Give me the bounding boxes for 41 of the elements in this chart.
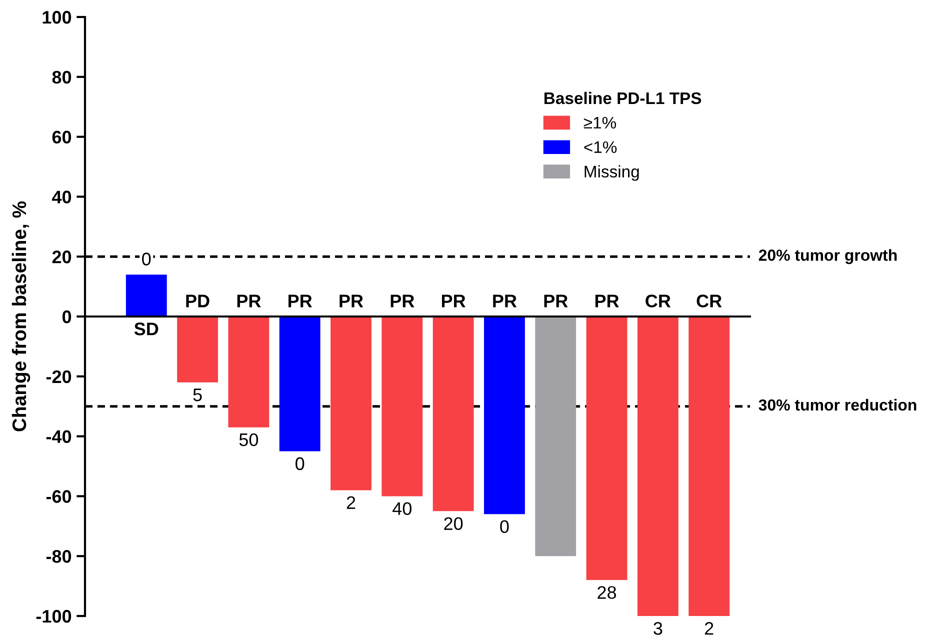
annotation: 3 (654, 622, 662, 635)
ref-line-label: 20% tumor growth (758, 249, 897, 264)
y-tick-label: -100 (36, 610, 72, 623)
annotation: 40 (392, 502, 412, 516)
legend-title: Baseline PD-L1 TPS (544, 92, 702, 104)
x-tick-label: PD (186, 294, 210, 308)
ref-line-label: 30% tumor reduction (758, 398, 916, 411)
y-tick-label: 20 (52, 250, 72, 264)
x-tick-label: PR (390, 294, 414, 308)
annotation: 5 (193, 388, 202, 402)
y-tick-label: 60 (52, 130, 72, 144)
y-tick-label: 40 (52, 190, 72, 204)
x-tick-label: SD (134, 322, 158, 336)
x-tick-label: PR (288, 294, 312, 308)
y-axis-title: Change from baseline, % (12, 201, 30, 432)
y-tick-label: -60 (46, 490, 72, 503)
annotation: 20 (444, 517, 463, 530)
annotation: 0 (142, 252, 151, 266)
annotation: 0 (500, 520, 509, 533)
y-tick-label: 100 (42, 10, 72, 24)
legend-label: <1% (584, 141, 617, 153)
annotation: 2 (704, 622, 714, 635)
x-tick-label: PR (340, 294, 364, 308)
annotation: 2 (346, 496, 356, 509)
legend-label: Missing (584, 165, 639, 181)
x-tick-label: PR (544, 294, 568, 308)
y-tick-label: 80 (52, 70, 72, 84)
annotation: 0 (296, 457, 304, 470)
y-tick-label: -80 (46, 550, 72, 563)
y-tick-label: -20 (46, 370, 72, 384)
y-tick-label: -40 (46, 430, 72, 444)
x-tick-label: PR (442, 294, 466, 308)
x-tick-label: CR (696, 294, 722, 308)
x-tick-label: PR (595, 294, 619, 308)
annotation: 28 (598, 586, 616, 599)
x-tick-label: CR (646, 294, 671, 308)
x-tick-label: PR (237, 294, 261, 308)
annotation: 50 (239, 433, 258, 446)
legend-label: ≥1% (584, 116, 616, 129)
x-tick-label: PR (493, 294, 517, 308)
y-tick-label: 0 (62, 310, 72, 324)
